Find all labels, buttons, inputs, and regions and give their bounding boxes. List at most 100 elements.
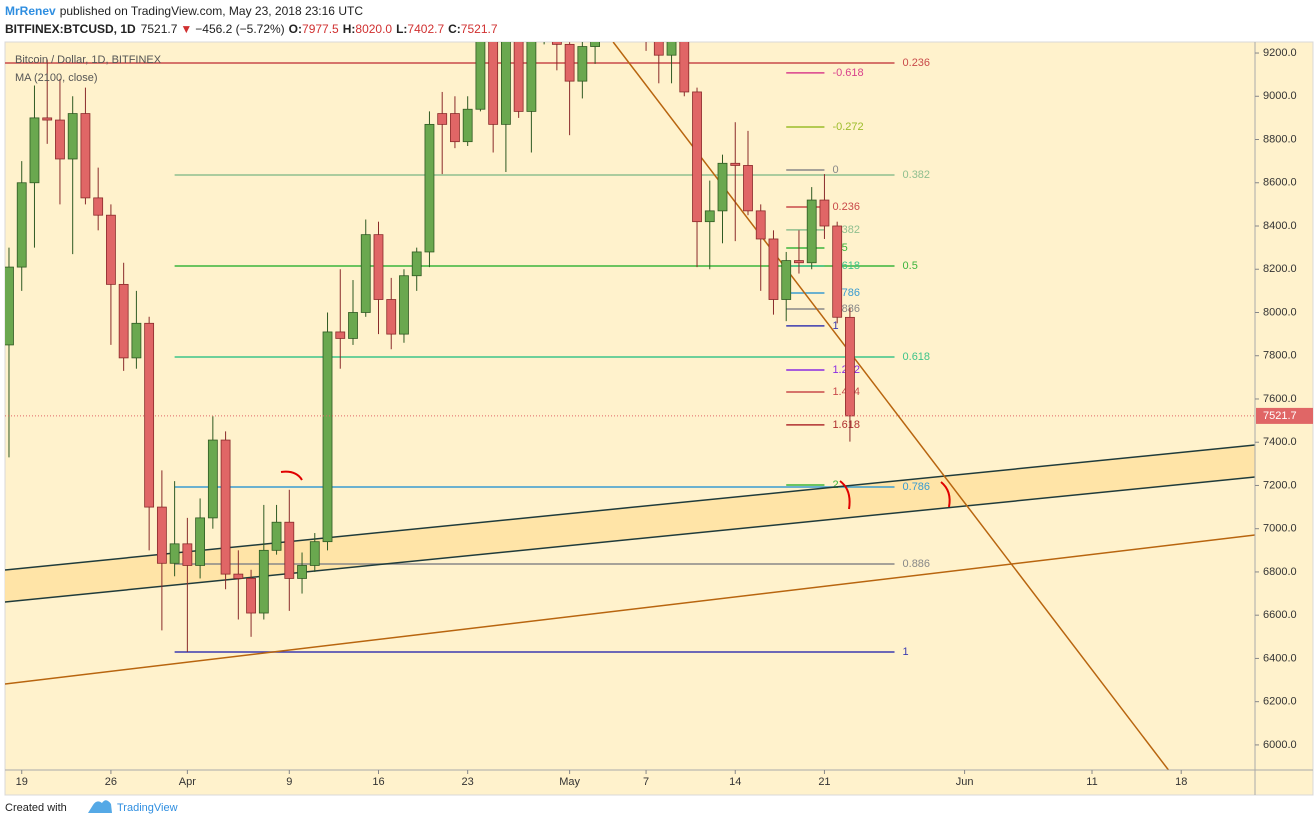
fib-label: -0.272: [832, 121, 863, 133]
candle-body: [806, 199, 817, 264]
author[interactable]: MrRenev: [5, 4, 56, 18]
candle-body: [233, 573, 244, 579]
candle-body: [156, 506, 167, 564]
candle-body: [55, 119, 65, 160]
candle-body: [5, 266, 14, 346]
candle-body: [755, 210, 766, 240]
y-tick-label: 8800.0: [1263, 133, 1297, 145]
fib-label: 2: [832, 479, 838, 491]
fib-label: 1: [903, 646, 909, 658]
hand-drawn-marks: [280, 470, 951, 510]
candle-body: [666, 42, 677, 56]
footer-created: Created with: [5, 802, 67, 814]
last: 7521.7: [141, 22, 178, 36]
candle-body: [131, 322, 142, 359]
candle-body: [106, 214, 116, 285]
candle-body: [653, 42, 664, 56]
y-tick-label: 9200.0: [1263, 47, 1297, 59]
candle-body: [475, 42, 486, 110]
chart-title: Bitcoin / Dollar, 1D, BITFINEX: [15, 54, 162, 66]
y-tick-label: 6600.0: [1263, 609, 1297, 621]
candle-body: [781, 260, 792, 300]
candle-body: [118, 283, 129, 359]
candle-body: [411, 251, 422, 277]
x-tick-label: 23: [462, 776, 474, 788]
candle-body: [207, 439, 218, 519]
candle-body: [564, 43, 575, 82]
fib-label: 0.886: [903, 558, 931, 570]
candle-body: [551, 42, 562, 45]
fib-label: 1.618: [832, 419, 860, 431]
candle-body: [271, 521, 282, 551]
y-tick-label: 6000.0: [1263, 739, 1297, 751]
candle-body: [819, 199, 830, 227]
y-tick-label: 7800.0: [1263, 350, 1297, 362]
x-tick-label: 16: [372, 776, 384, 788]
candle-body: [144, 322, 155, 508]
c-label: C:: [448, 22, 461, 36]
high: 8020.0: [355, 22, 392, 36]
candle-body: [794, 260, 804, 264]
candle-body: [768, 238, 779, 300]
last-price-label: 7521.7: [1263, 410, 1297, 422]
candle-body: [335, 331, 346, 339]
x-tick-label: 18: [1175, 776, 1187, 788]
candle-body: [348, 312, 358, 339]
indicator-label: MA (2100, close): [15, 72, 98, 84]
y-tick-label: 7200.0: [1263, 479, 1297, 491]
x-tick-label: 9: [286, 776, 292, 788]
x-tick-label: 26: [105, 776, 117, 788]
fib-label: 0.236: [903, 57, 931, 69]
fib-label: 0.382: [903, 169, 931, 181]
publish-line: MrRenev published on TradingView.com, May…: [5, 4, 363, 18]
arc-mark: [940, 481, 951, 508]
y-tick-label: 8200.0: [1263, 263, 1297, 275]
candle-body: [309, 541, 320, 566]
candle-body: [16, 182, 27, 268]
chart-background: [4, 41, 1314, 796]
candle-body: [488, 42, 499, 125]
close: 7521.7: [461, 22, 498, 36]
candle-body: [360, 234, 371, 313]
candle-body: [424, 123, 435, 253]
candle-body: [730, 162, 741, 166]
candle-body: [704, 210, 715, 223]
h-label: H:: [343, 22, 356, 36]
footer-brand: TradingView: [117, 802, 178, 814]
fib-label: 0.236: [832, 201, 860, 213]
fib-label: 0.786: [903, 481, 931, 493]
candle-body: [42, 117, 53, 121]
candle-body: [220, 439, 231, 575]
y-tick-label: 7600.0: [1263, 393, 1297, 405]
candle-body: [182, 543, 193, 566]
fib-label: 1: [832, 320, 838, 332]
candle-body: [462, 108, 473, 143]
x-tick-label: 21: [818, 776, 830, 788]
candle-body: [743, 165, 753, 212]
candle-body: [501, 42, 511, 125]
arc-mark: [839, 480, 851, 510]
candle-body: [437, 113, 448, 125]
candle-body: [29, 117, 40, 184]
fib-label: 0.618: [903, 351, 931, 363]
candle-body: [692, 91, 702, 223]
change: −456.2 (−5.72%): [195, 22, 284, 36]
trendline: [5, 534, 1255, 685]
y-tick-label: 6200.0: [1263, 696, 1297, 708]
candle-body: [450, 113, 460, 143]
logo-icon: [88, 800, 112, 813]
candle-body: [845, 316, 855, 417]
y-tick-label: 7000.0: [1263, 523, 1297, 535]
fib-label: -0.618: [832, 67, 863, 79]
candle-body: [67, 113, 78, 160]
candle-body: [373, 234, 384, 300]
y-tick-label: 6800.0: [1263, 566, 1297, 578]
candle-body: [297, 565, 307, 579]
x-tick-label: 7: [643, 776, 649, 788]
candle-body: [195, 517, 206, 566]
y-tick-label: 6400.0: [1263, 652, 1297, 664]
tradingview-logo[interactable]: TradingView: [88, 800, 178, 814]
arrow: ▼: [180, 22, 192, 36]
fib-label: 0.5: [903, 260, 918, 272]
